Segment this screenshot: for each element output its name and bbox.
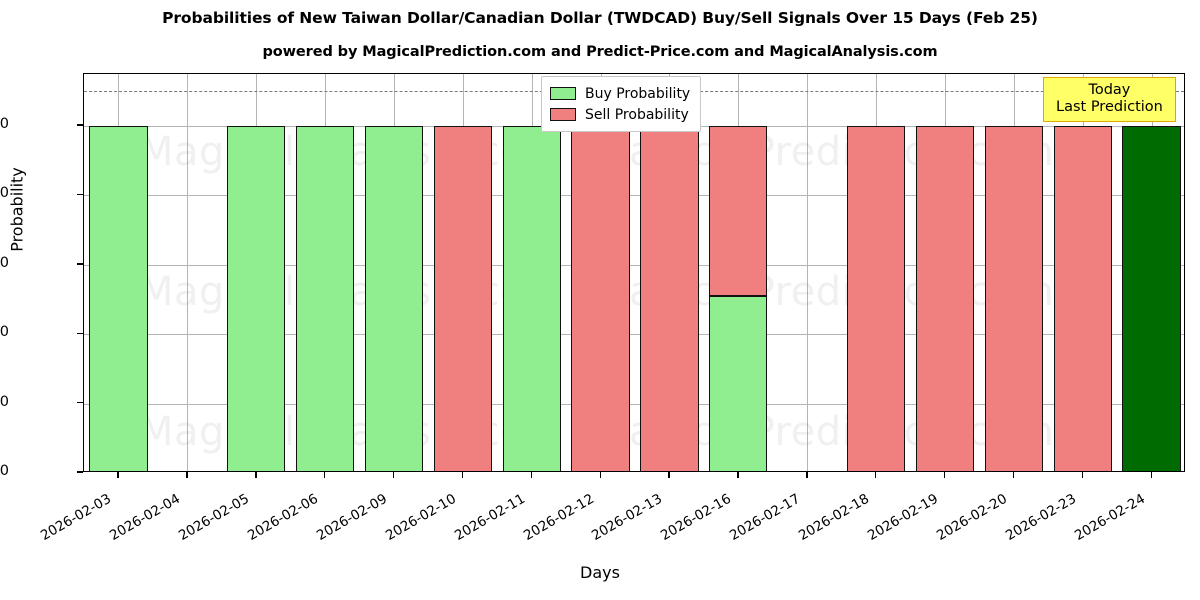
bar-2026-02-18-sell-probability [846,126,906,471]
y-tick-mark [77,193,83,196]
x-tick-label: 2026-02-03 [38,490,115,544]
y-tick-mark [77,401,83,404]
gridline-horizontal [84,264,1184,266]
chart-legend: Buy Probability Sell Probability [541,76,702,132]
y-tick-mark [77,471,83,473]
y-tick-label: 40 [0,324,9,341]
x-tick-mark [1012,472,1015,478]
bar-2026-02-09-buy-probability [364,126,424,471]
y-tick-label: 100 [0,116,9,133]
x-tick-mark [1150,472,1152,478]
x-tick-label: 2026-02-19 [864,490,941,544]
bar-2026-02-06-buy-probability [295,126,355,471]
chart-subtitle: powered by MagicalPrediction.com and Pre… [262,44,938,60]
x-tick-label: 2026-02-17 [727,490,804,544]
bar-2026-02-23-sell-probability [1053,126,1112,471]
y-tick-label: 20 [0,393,9,410]
bar-2026-02-24-today-last-prediction [1122,126,1181,471]
bar-2026-02-10-sell-probability [433,126,492,471]
bar-2026-02-13-sell-probability [640,126,699,471]
legend-swatch-sell-icon [550,108,576,121]
x-tick-mark [255,472,257,478]
legend-label-sell: Sell Probability [585,106,689,123]
today-annotation-line2: Last Prediction [1056,99,1163,116]
bar-2026-02-20-sell-probability [984,126,1043,471]
x-tick-mark [461,472,464,478]
bar-2026-02-19-sell-probability [915,126,975,471]
gridline-horizontal [84,334,1184,336]
x-tick-label: 2026-02-09 [313,490,390,544]
x-tick-mark [186,472,188,478]
gridline-horizontal [84,195,1184,197]
x-tick-mark [392,472,395,478]
x-tick-mark [599,472,601,478]
x-tick-mark [875,472,877,478]
today-annotation-line1: Today [1088,82,1131,98]
legend-item-buy: Buy Probability [550,83,690,104]
plot-area: MagicalAnalysis.comMagicalPrediction.com… [83,73,1185,472]
x-tick-mark [1081,472,1084,478]
x-tick-mark [737,472,739,478]
legend-label-buy: Buy Probability [585,85,691,102]
bar-2026-02-03-buy-probability [89,126,148,471]
x-tick-mark [324,472,326,478]
plot-inner: MagicalAnalysis.comMagicalPrediction.com… [84,74,1184,471]
legend-swatch-buy-icon [550,87,576,100]
bar-2026-02-16-sell-probability [709,126,768,297]
y-tick-label: 80 [0,185,9,202]
x-tick-mark [530,472,533,478]
y-tick-label: 60 [0,254,9,271]
legend-item-sell: Sell Probability [550,104,690,125]
x-tick-mark [943,472,946,478]
x-tick-label: 2026-02-12 [520,490,597,544]
x-tick-mark [806,472,808,478]
bar-2026-02-16-buy-probability [709,296,768,471]
bar-2026-02-05-buy-probability [227,126,286,471]
y-tick-mark [77,263,83,265]
gridline-vertical [807,74,808,471]
today-annotation: Today Last Prediction [1043,77,1176,123]
x-tick-label: 2026-02-10 [382,490,459,544]
x-tick-mark [668,472,670,478]
gridline-vertical [187,74,188,471]
x-tick-label: 2026-02-11 [451,490,528,544]
gridline-horizontal [84,403,1184,405]
x-tick-label: 2026-02-05 [176,490,253,544]
y-tick-mark [77,124,83,126]
y-axis-label: Probability [7,167,27,252]
x-tick-label: 2026-02-20 [933,490,1010,544]
x-tick-label: 2026-02-16 [658,490,735,544]
x-tick-label: 2026-02-18 [796,490,872,544]
x-tick-label: 2026-02-23 [1002,490,1079,544]
bar-2026-02-11-buy-probability [502,126,561,471]
x-tick-label: 2026-02-13 [589,490,666,544]
bar-2026-02-12-sell-probability [571,126,630,471]
x-tick-mark [117,472,119,478]
x-axis-label: Days [580,563,620,582]
y-tick-label: 0 [0,463,9,479]
chart-title: Probabilities of New Taiwan Dollar/Canad… [162,9,1038,27]
x-tick-label: 2026-02-24 [1071,490,1148,544]
x-tick-label: 2026-02-04 [107,490,184,544]
y-tick-mark [77,332,83,334]
x-tick-label: 2026-02-06 [245,490,321,544]
